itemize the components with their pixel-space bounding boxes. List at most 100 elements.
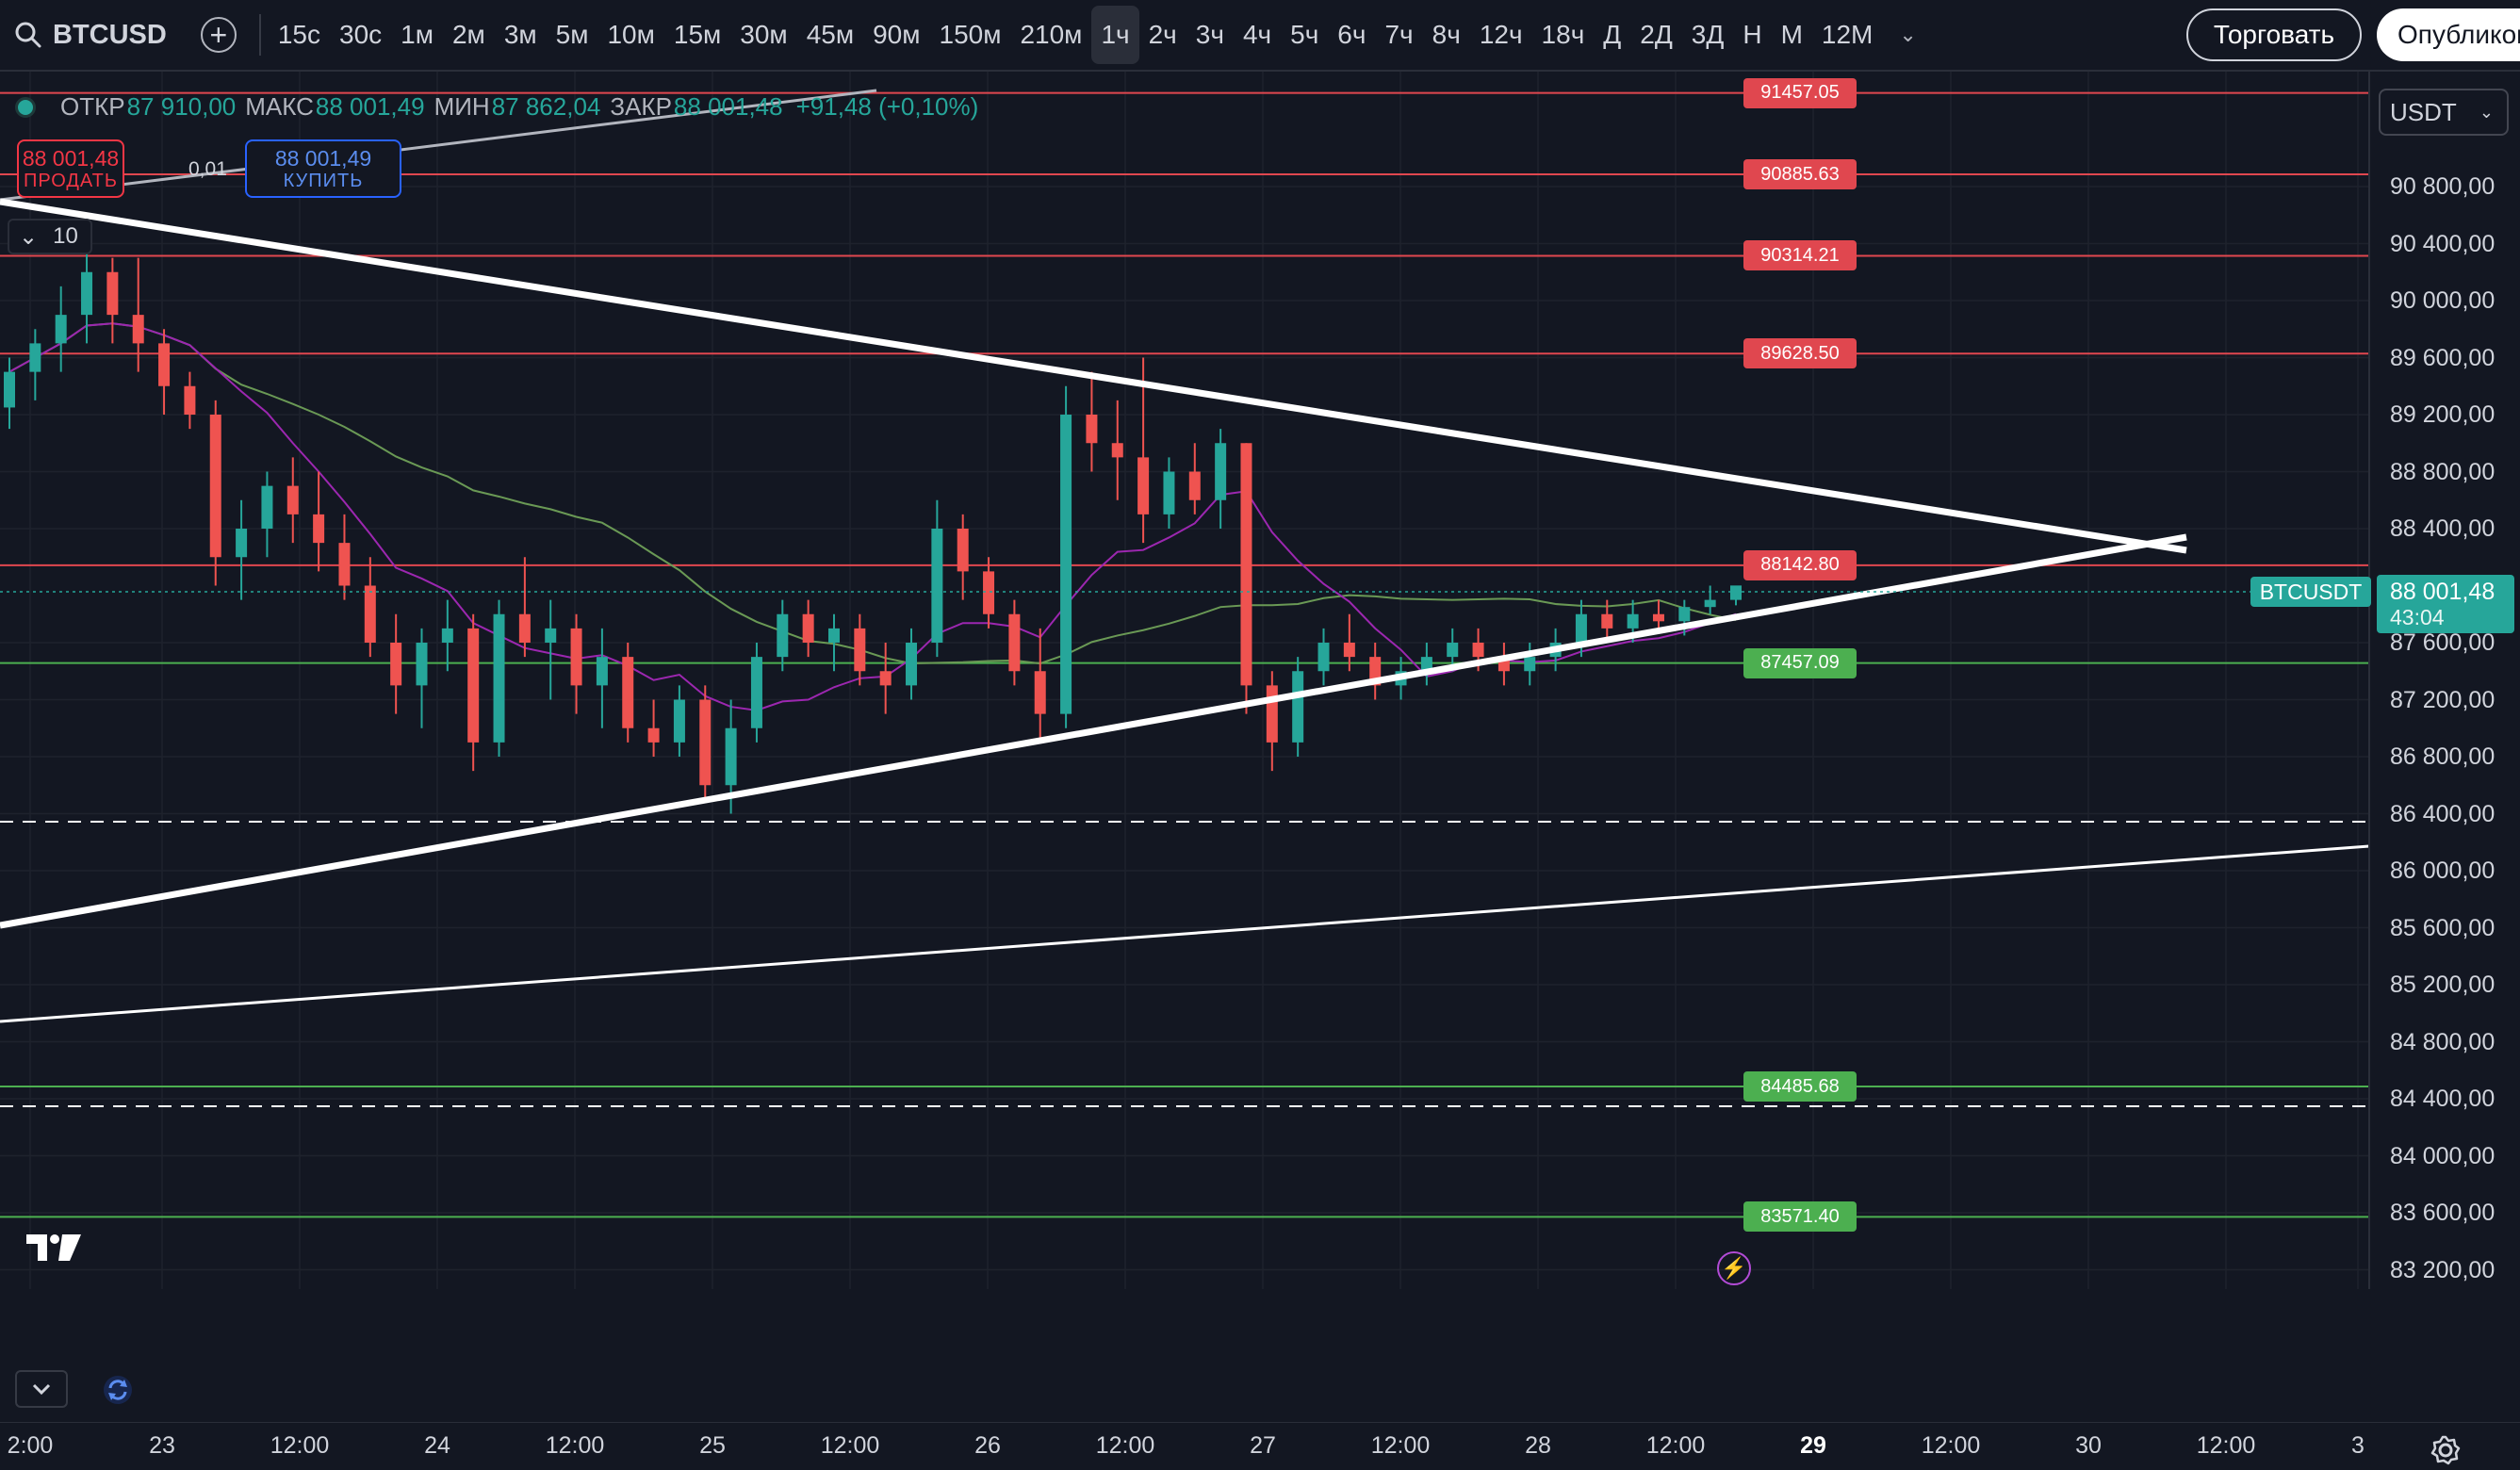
interval-26[interactable]: Н [1743,20,1762,49]
symbol-search[interactable]: BTCUSD [13,8,167,61]
interval-6[interactable]: 10м [607,20,655,49]
moving-averages [8,322,1737,711]
interval-18[interactable]: 6ч [1337,20,1366,49]
candle-body [879,671,892,686]
time-tick: 23 [149,1432,175,1459]
interval-2[interactable]: 1м [401,20,434,49]
candle-body [106,271,119,316]
time-axis[interactable]: 2:00 23 12:00 24 12:00 25 12:00 26 12:00 27 12:00 2… [0,1423,2520,1470]
candle-body [647,727,660,743]
candle-body [854,628,866,672]
buy-button[interactable]: 88 001,49 КУПИТЬ [245,139,401,198]
price-tick: 90 800,00 [2390,173,2495,200]
interval-22[interactable]: 18ч [1541,20,1585,49]
price-tick: 88 800,00 [2390,458,2495,485]
ma-slow-line [8,322,1737,665]
time-tick: 12:00 [1370,1432,1431,1459]
interval-3[interactable]: 2м [451,20,485,49]
price-tick: 89 200,00 [2390,401,2495,428]
publish-button[interactable]: Опубликовать [2377,8,2520,61]
interval-28[interactable]: 12М [1821,20,1874,49]
gear-icon[interactable] [2430,1434,2462,1466]
candle-body [1317,643,1330,672]
trendline-upper-descending [0,198,2187,554]
symbol-name: BTCUSD [53,19,167,50]
high-value: 88 001,49 [315,92,425,121]
interval-11[interactable]: 150м [939,20,1002,49]
interval-9[interactable]: 45м [806,20,855,49]
interval-24[interactable]: 2Д [1640,20,1673,49]
interval-15[interactable]: 3ч [1195,20,1224,49]
sell-button[interactable]: 88 001,48 ПРОДАТЬ [17,139,124,198]
candle-body [802,613,814,643]
interval-1[interactable]: 30с [339,20,383,49]
candle-body [1472,643,1484,658]
lightning-icon[interactable]: ⚡ [1717,1251,1751,1285]
time-tick: 12:00 [1921,1432,1981,1459]
interval-16[interactable]: 4ч [1242,20,1272,49]
trade-button[interactable]: Торговать [2186,8,2362,61]
indicators-toggle[interactable]: ⌄ 10 [8,219,92,254]
sell-label: ПРОДАТЬ [23,171,119,191]
interval-14[interactable]: 2ч [1148,20,1177,49]
candle-body [1420,657,1432,672]
candle-body [1678,607,1691,622]
interval-12[interactable]: 210м [1020,20,1083,49]
time-tick: 24 [424,1432,450,1459]
interval-13[interactable]: 1ч [1091,6,1139,64]
trendline-long-support [0,844,2370,1023]
currency-value: USDT [2390,97,2457,126]
candle-body [209,415,221,558]
candle-body [1704,599,1716,608]
candle-body [1163,471,1175,514]
interval-10[interactable]: 90м [873,20,921,49]
candle-body [545,628,557,643]
level-label[interactable]: 91457.05 [1743,77,1857,108]
interval-23[interactable]: Д [1603,20,1622,49]
candle-body [596,657,608,686]
toolbar-divider [258,14,261,56]
expand-panel-button[interactable] [15,1370,68,1408]
time-tick: 12:00 [820,1432,880,1459]
high-label: МАКС [245,92,314,121]
interval-7[interactable]: 15м [673,20,722,49]
candle-body [1215,443,1227,500]
last-price-symbol: BTCUSDT [2250,577,2371,607]
candle-body [313,514,325,544]
level-label[interactable]: 89628.50 [1743,338,1857,369]
chevron-down-icon[interactable]: ⌄ [1899,23,1917,46]
level-label[interactable]: 83571.40 [1743,1201,1857,1233]
price-chart[interactable] [0,72,2520,1423]
interval-0[interactable]: 15с [277,20,320,49]
price-axis[interactable]: 90 800,00 90 400,00 90 000,00 89 600,00 89 2… [2368,72,2520,1289]
candle-body [132,315,144,344]
currency-select[interactable]: USDT ⌄ [2379,89,2509,136]
interval-list: 15с 30с 1м 2м 3м 5м 10м 15м 30м 45м 90м 150м 210м 1ч 2… [269,0,1883,71]
interval-21[interactable]: 12ч [1479,20,1523,49]
level-label[interactable]: 84485.68 [1743,1071,1857,1102]
candle-body [673,699,685,743]
time-tick: 28 [1525,1432,1551,1459]
interval-4[interactable]: 3м [503,20,537,49]
sync-icon[interactable] [102,1374,134,1406]
candle-body [1188,471,1201,500]
time-tick: 27 [1250,1432,1276,1459]
candle-body [1292,671,1304,743]
add-compare-icon[interactable]: + [200,17,237,53]
level-label[interactable]: 90314.21 [1743,240,1857,271]
level-label[interactable]: 90885.63 [1743,159,1857,190]
interval-5[interactable]: 5м [555,20,589,49]
interval-17[interactable]: 5ч [1290,20,1319,49]
level-label[interactable]: 88142.80 [1743,549,1857,580]
tradingview-logo-icon[interactable] [25,1231,83,1265]
interval-25[interactable]: 3Д [1691,20,1725,49]
interval-8[interactable]: 30м [740,20,788,49]
interval-20[interactable]: 8ч [1432,20,1461,49]
candle-body [699,699,712,786]
level-label[interactable]: 87457.09 [1743,647,1857,678]
interval-19[interactable]: 7ч [1384,20,1414,49]
interval-27[interactable]: М [1780,20,1803,49]
time-tick: 3 [2351,1432,2365,1459]
candle-body [1575,613,1587,643]
change-value: +91,48 (+0,10%) [795,92,979,121]
